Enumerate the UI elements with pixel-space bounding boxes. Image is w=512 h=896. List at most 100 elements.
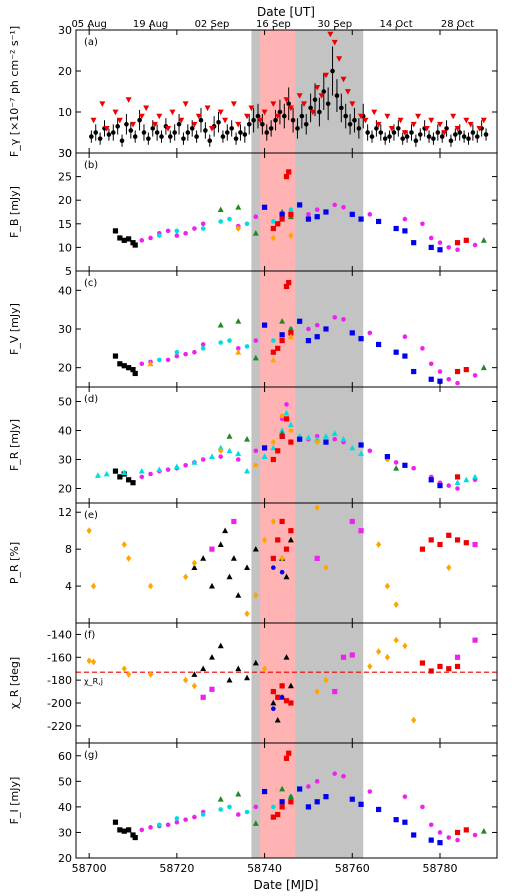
data-point [448, 138, 454, 143]
data-point [198, 117, 204, 123]
series-5 [261, 786, 443, 846]
data-point [139, 238, 145, 243]
series-5 [271, 565, 285, 575]
data-point [244, 467, 251, 474]
data-point [208, 453, 215, 459]
data-point [257, 117, 264, 124]
data-point [296, 93, 303, 99]
data-point [204, 105, 211, 112]
data-point [279, 785, 286, 792]
data-point [384, 454, 390, 460]
y-tick-label: 25 [58, 171, 72, 184]
data-point [413, 138, 419, 143]
data-point [283, 755, 290, 761]
y-tick-label: 40 [58, 284, 72, 297]
data-point [218, 454, 224, 459]
data-point [283, 698, 290, 704]
data-point [244, 113, 251, 120]
data-point [339, 105, 344, 111]
y-tick-label: 20 [58, 194, 72, 207]
data-point [341, 204, 346, 210]
data-point [200, 457, 206, 462]
data-point [297, 318, 303, 324]
data-point [375, 806, 382, 813]
data-point [218, 340, 224, 345]
series-1 [112, 353, 138, 377]
data-point [365, 130, 370, 135]
data-point [174, 353, 180, 359]
data-point [261, 445, 268, 451]
x-tick-label: 58720 [159, 862, 194, 875]
data-point [436, 121, 443, 128]
data-point [314, 436, 321, 442]
data-point [305, 338, 312, 344]
data-point [352, 117, 357, 123]
data-point [446, 376, 452, 382]
data-point [349, 101, 356, 107]
data-point [428, 837, 434, 843]
data-point [288, 211, 294, 217]
data-point [411, 368, 417, 375]
data-point [270, 234, 276, 242]
data-point [402, 216, 408, 222]
series-3 [209, 518, 478, 561]
data-point [470, 130, 476, 135]
data-point [226, 447, 233, 454]
data-point [121, 363, 127, 369]
data-point [174, 349, 180, 355]
y-tick-label: 30 [58, 323, 72, 336]
series-2 [139, 315, 478, 386]
data-point [192, 349, 197, 355]
data-point [317, 109, 322, 115]
data-point [314, 688, 320, 695]
data-point [323, 209, 329, 215]
data-point [248, 105, 255, 112]
data-point [147, 360, 154, 367]
data-point [334, 93, 340, 98]
data-point [314, 214, 320, 220]
data-point [437, 830, 443, 835]
data-point [222, 527, 229, 534]
data-point [191, 564, 198, 571]
data-point [90, 117, 97, 124]
panel-7-data [112, 750, 487, 846]
data-point [312, 97, 318, 102]
data-point [437, 378, 443, 384]
data-point [340, 436, 347, 442]
y-axis-label: F_V [mJy] [8, 303, 21, 355]
data-point [463, 117, 470, 124]
data-point [126, 827, 132, 833]
data-point [323, 676, 329, 684]
data-point [446, 835, 452, 840]
panel-6-data: χ_R,j [76, 636, 497, 724]
data-point [121, 237, 127, 243]
data-point [230, 555, 237, 561]
data-point [246, 122, 252, 127]
data-point [437, 663, 443, 670]
series-1 [191, 527, 294, 598]
data-point [89, 134, 94, 139]
series-2 [86, 636, 417, 724]
data-point [288, 232, 294, 239]
data-point [191, 459, 198, 465]
data-point [183, 351, 188, 357]
data-point [181, 136, 186, 141]
reference-line-label: χ_R,j [84, 677, 103, 686]
data-point [117, 235, 123, 241]
data-point [437, 369, 443, 374]
data-point [143, 105, 150, 112]
data-point [358, 450, 365, 457]
data-point [252, 354, 259, 361]
data-point [455, 486, 460, 491]
data-point [274, 716, 281, 723]
data-point [463, 827, 469, 833]
data-point [314, 85, 321, 91]
data-point [411, 832, 417, 838]
data-point [148, 471, 153, 477]
data-point [244, 221, 250, 227]
data-point [253, 591, 259, 599]
panel-3-data [112, 280, 487, 386]
data-point [271, 804, 276, 810]
data-point [367, 789, 373, 794]
data-point [454, 663, 461, 670]
